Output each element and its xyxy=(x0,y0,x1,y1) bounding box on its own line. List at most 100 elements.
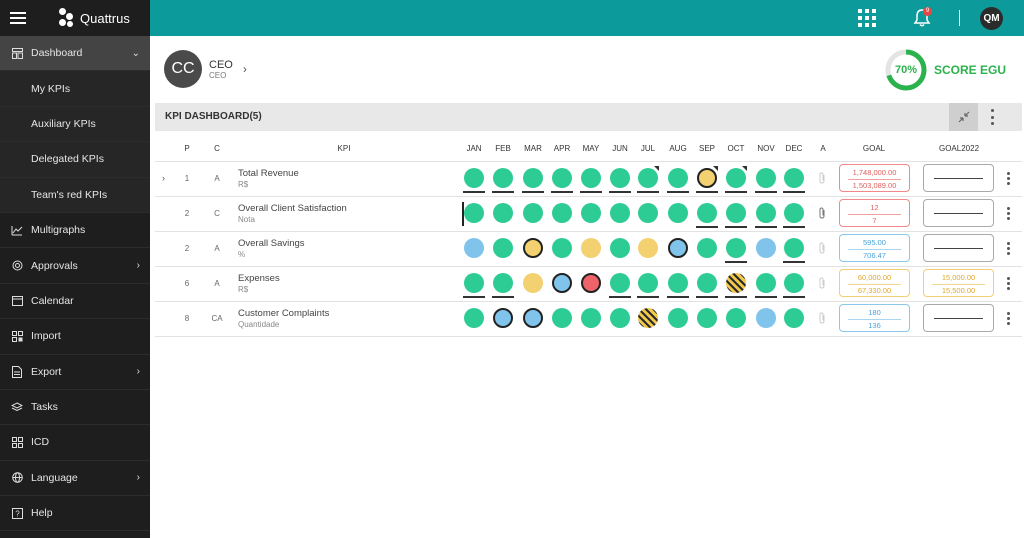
status-dot-green[interactable] xyxy=(726,203,746,223)
status-dot-green[interactable] xyxy=(552,203,572,223)
status-dot-yellow[interactable] xyxy=(581,238,601,258)
status-dot-green[interactable] xyxy=(610,168,630,188)
status-dot-green[interactable] xyxy=(697,238,717,258)
notification-bell-icon[interactable]: 9 xyxy=(912,7,932,28)
user-avatar[interactable]: QM xyxy=(980,7,1003,30)
status-dot-green[interactable] xyxy=(726,238,746,258)
status-dot-green[interactable] xyxy=(668,203,688,223)
status-dot-green[interactable] xyxy=(552,238,572,258)
status-dot-green[interactable] xyxy=(784,308,804,328)
status-dot-green[interactable] xyxy=(756,168,776,188)
goal-box[interactable]: 180 136 xyxy=(839,304,910,332)
status-dot-green[interactable] xyxy=(697,308,717,328)
row-expand-chevron-icon[interactable]: › xyxy=(162,173,165,183)
status-dot-green[interactable] xyxy=(493,168,513,188)
status-dot-green[interactable] xyxy=(581,203,601,223)
status-dot-hatch[interactable] xyxy=(638,308,658,328)
status-dot-green[interactable] xyxy=(610,238,630,258)
kpi-name[interactable]: Total Revenue xyxy=(238,168,299,179)
sidebar-item-calendar[interactable]: Calendar xyxy=(0,284,150,320)
status-dot-green[interactable] xyxy=(697,203,717,223)
status-dot-green[interactable] xyxy=(493,203,513,223)
status-dot-green[interactable] xyxy=(726,168,746,188)
attachment-clip-icon[interactable] xyxy=(818,277,826,292)
sidebar-item-auxiliary-kpis[interactable]: Auxiliary KPIs xyxy=(0,106,150,143)
row-more-icon[interactable] xyxy=(1006,312,1010,325)
profile-chevron-right-icon[interactable]: › xyxy=(242,62,247,76)
status-dot-green[interactable] xyxy=(464,308,484,328)
status-dot-green[interactable] xyxy=(552,168,572,188)
status-dot-green[interactable] xyxy=(668,273,688,293)
sidebar-item-approvals[interactable]: Approvals › xyxy=(0,248,150,284)
sidebar-item-my-kpis[interactable]: My KPIs xyxy=(0,71,150,107)
goal-box[interactable]: 1,748,000.00 1,503,089.00 xyxy=(839,164,910,192)
goal2022-box[interactable] xyxy=(923,199,994,227)
status-dot-green[interactable] xyxy=(581,168,601,188)
goal2022-box[interactable]: 15,000.00 15,500.00 xyxy=(923,269,994,297)
status-dot-blue[interactable] xyxy=(756,238,776,258)
goal2022-box[interactable] xyxy=(923,234,994,262)
status-dot-green[interactable] xyxy=(464,168,484,188)
sidebar-item-dashboard[interactable]: Dashboard ⌄ xyxy=(0,36,150,72)
kpi-name[interactable]: Customer Complaints xyxy=(238,308,330,319)
attachment-clip-icon[interactable] xyxy=(818,207,826,222)
sidebar-item-help[interactable]: ? Help xyxy=(0,496,150,532)
status-dot-green[interactable] xyxy=(756,273,776,293)
apps-grid-icon[interactable] xyxy=(858,9,876,27)
sidebar-item-import[interactable]: Import xyxy=(0,319,150,355)
sidebar-item-team-s-red-kpis[interactable]: Team's red KPIs xyxy=(0,177,150,213)
goal-box[interactable]: 12 7 xyxy=(839,199,910,227)
sidebar-item-language[interactable]: Language › xyxy=(0,461,150,497)
sidebar-item-multigraphs[interactable]: Multigraphs xyxy=(0,213,150,249)
kpi-name[interactable]: Overall Client Satisfaction xyxy=(238,203,347,214)
attachment-clip-icon[interactable] xyxy=(818,312,826,327)
kpi-name[interactable]: Overall Savings xyxy=(238,238,305,249)
status-dot-green[interactable] xyxy=(638,273,658,293)
status-dot-green[interactable] xyxy=(784,238,804,258)
status-dot-blue[interactable] xyxy=(493,308,513,328)
status-dot-blue[interactable] xyxy=(552,273,572,293)
status-dot-green[interactable] xyxy=(523,168,543,188)
status-dot-green[interactable] xyxy=(784,203,804,223)
goal2022-box[interactable] xyxy=(923,164,994,192)
status-dot-green[interactable] xyxy=(610,273,630,293)
status-dot-yellow[interactable] xyxy=(697,168,717,188)
sidebar-item-delegated-kpis[interactable]: Delegated KPIs xyxy=(0,142,150,178)
status-dot-green[interactable] xyxy=(610,308,630,328)
status-dot-hatch[interactable] xyxy=(726,273,746,293)
status-dot-green[interactable] xyxy=(784,168,804,188)
sidebar-item-icd[interactable]: ICD xyxy=(0,425,150,461)
status-dot-red[interactable] xyxy=(581,273,601,293)
status-dot-green[interactable] xyxy=(581,308,601,328)
hamburger-menu-icon[interactable] xyxy=(10,12,26,24)
kpi-name[interactable]: Expenses xyxy=(238,273,280,284)
attachment-clip-icon[interactable] xyxy=(818,242,826,257)
goal-box[interactable]: 595.00 706.47 xyxy=(839,234,910,262)
status-dot-green[interactable] xyxy=(784,273,804,293)
status-dot-yellow[interactable] xyxy=(523,238,543,258)
row-more-icon[interactable] xyxy=(1006,207,1010,220)
status-dot-yellow[interactable] xyxy=(638,238,658,258)
sidebar-item-export[interactable]: Export › xyxy=(0,355,150,390)
status-dot-green[interactable] xyxy=(726,308,746,328)
goal2022-box[interactable] xyxy=(923,304,994,332)
status-dot-green[interactable] xyxy=(697,273,717,293)
dashboard-more-icon[interactable] xyxy=(990,109,994,125)
attachment-clip-icon[interactable] xyxy=(818,172,826,187)
status-dot-green[interactable] xyxy=(668,308,688,328)
status-dot-yellow[interactable] xyxy=(523,273,543,293)
status-dot-green[interactable] xyxy=(756,203,776,223)
status-dot-green[interactable] xyxy=(493,273,513,293)
status-dot-green[interactable] xyxy=(638,168,658,188)
status-dot-blue[interactable] xyxy=(756,308,776,328)
status-dot-green[interactable] xyxy=(668,168,688,188)
sidebar-item-tasks[interactable]: Tasks xyxy=(0,390,150,426)
status-dot-green[interactable] xyxy=(552,308,572,328)
status-dot-blue[interactable] xyxy=(668,238,688,258)
status-dot-green[interactable] xyxy=(610,203,630,223)
status-dot-blue[interactable] xyxy=(464,238,484,258)
goal-box[interactable]: 60,000.00 67,330.00 xyxy=(839,269,910,297)
row-more-icon[interactable] xyxy=(1006,172,1010,185)
status-dot-green[interactable] xyxy=(638,203,658,223)
status-dot-green[interactable] xyxy=(464,203,484,223)
